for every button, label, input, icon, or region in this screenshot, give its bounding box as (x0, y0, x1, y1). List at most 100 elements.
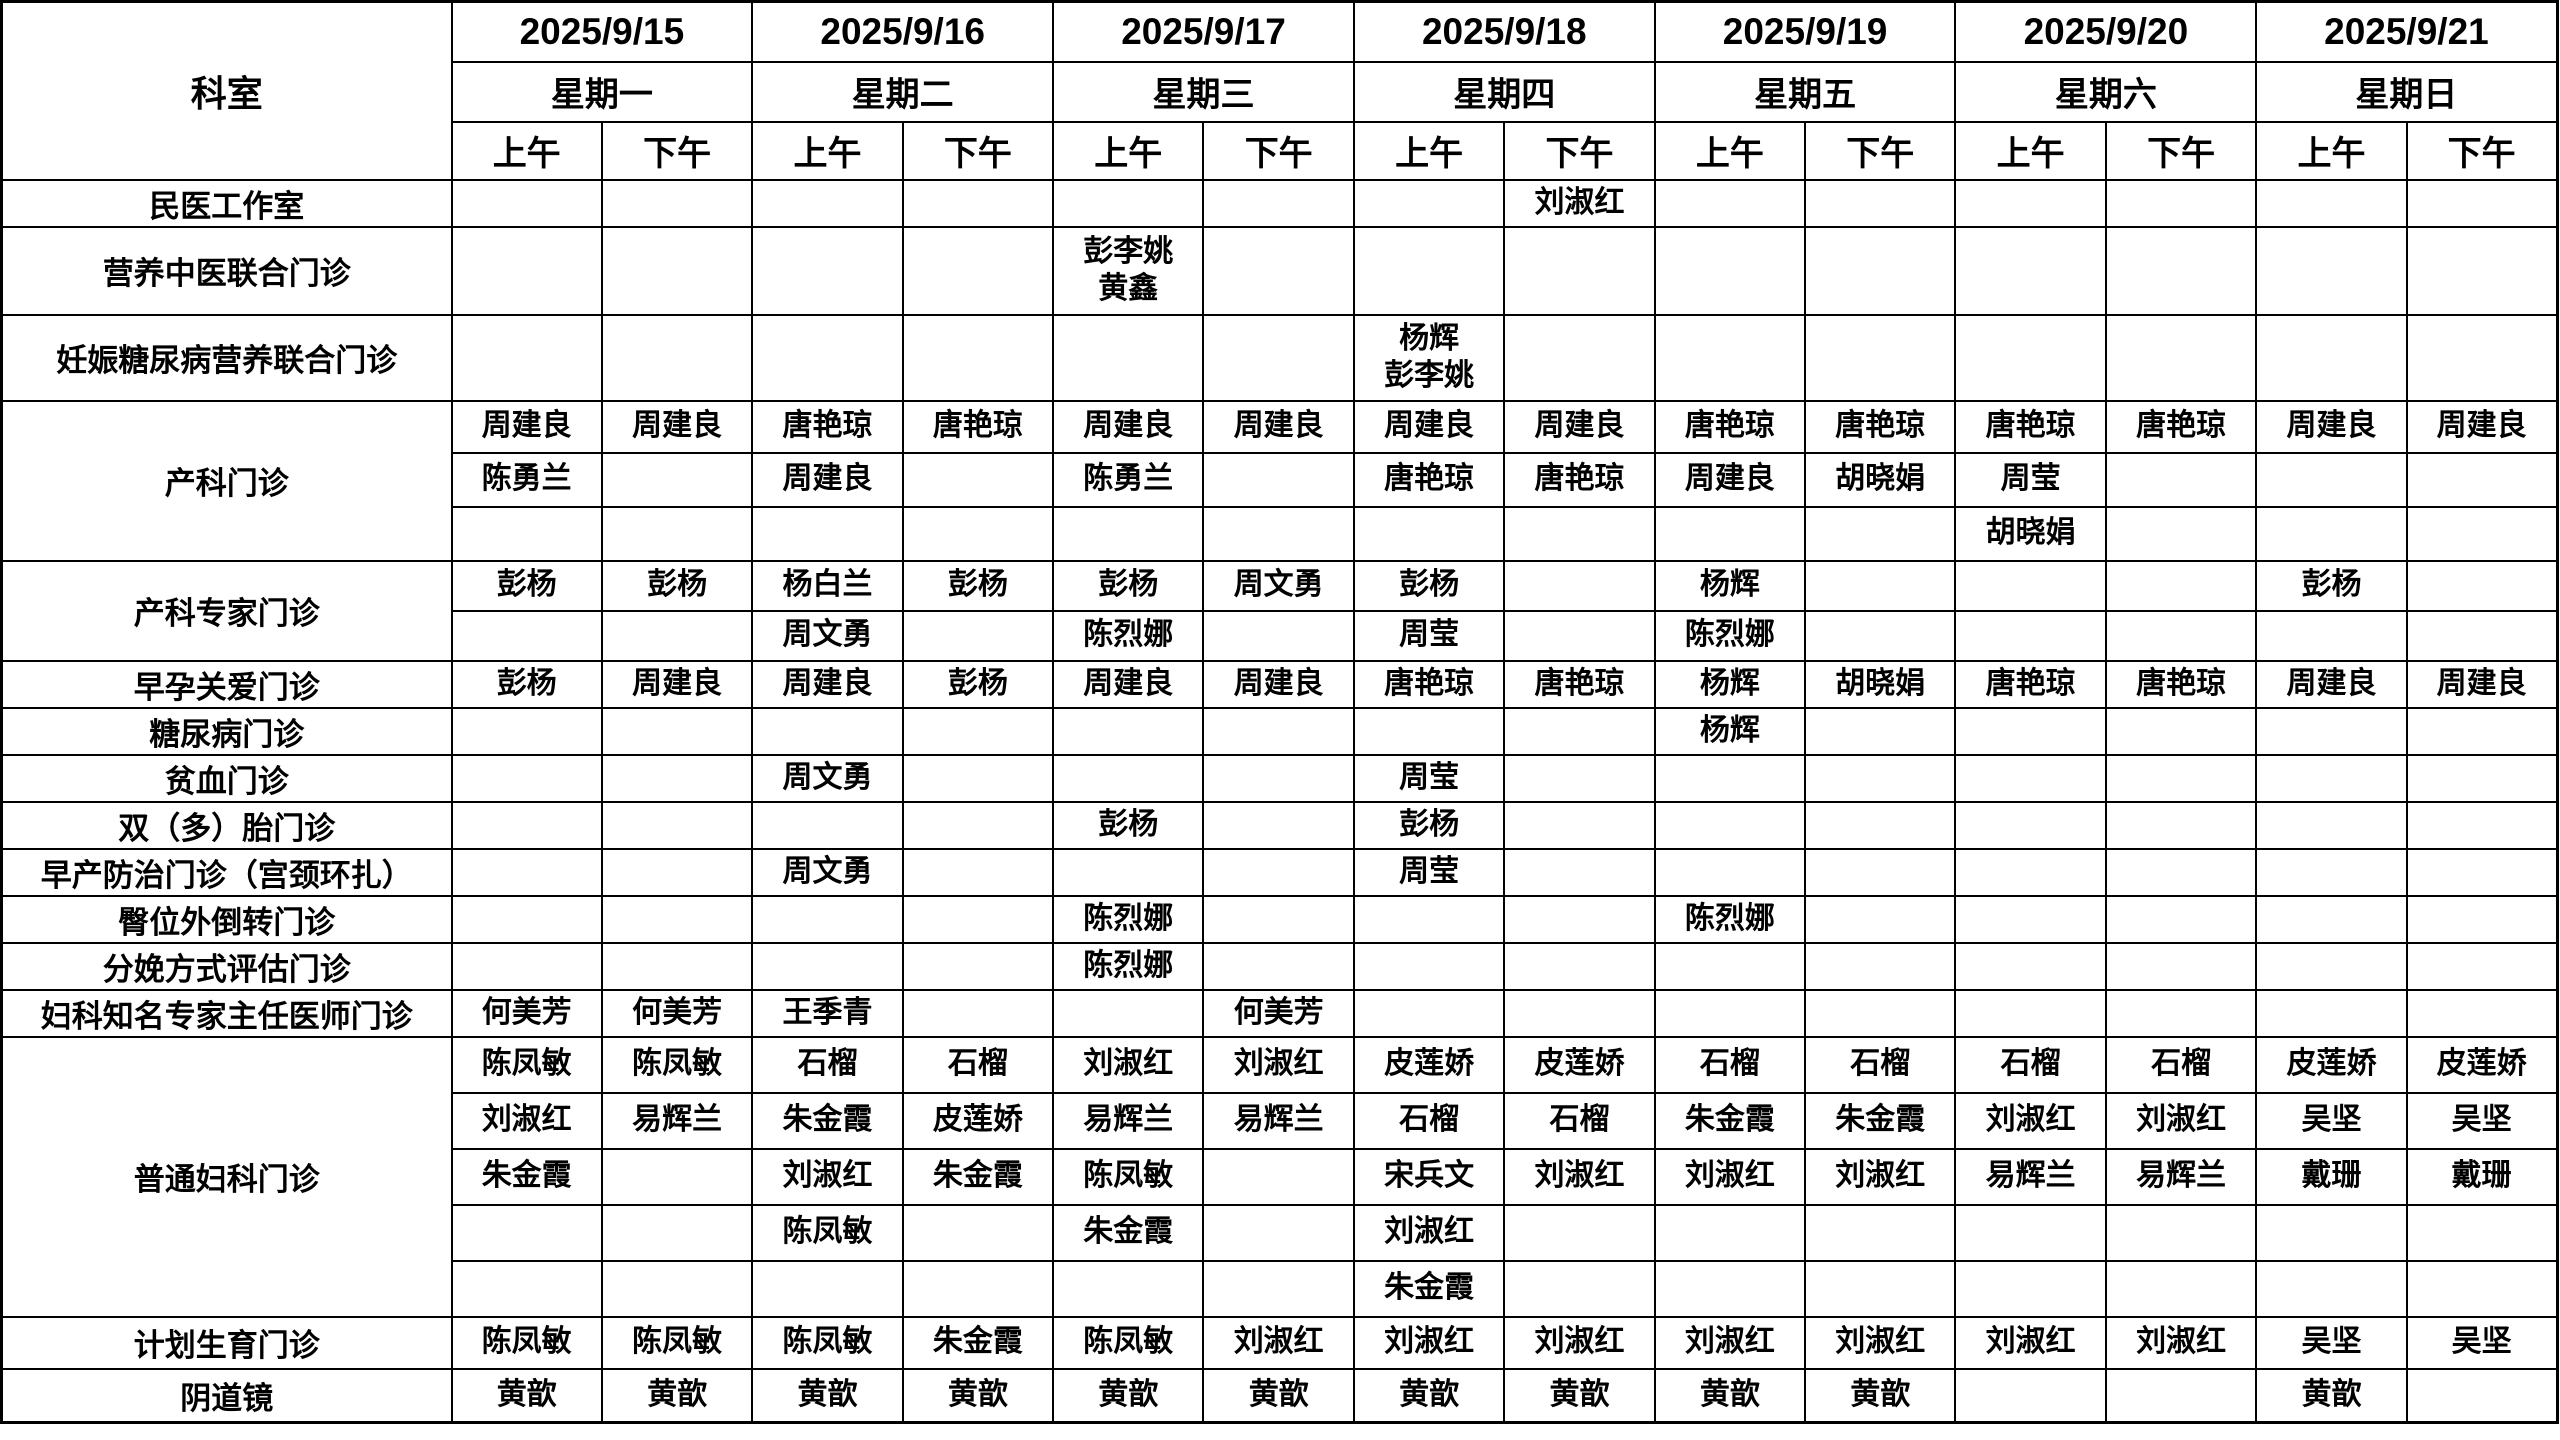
department-label: 民医工作室 (0, 178, 453, 228)
schedule-cell: 陈凤敏 (600, 1035, 754, 1094)
schedule-cell (600, 1147, 754, 1206)
schedule-cell (1653, 988, 1807, 1038)
department-label: 产科专家门诊 (0, 559, 453, 662)
schedule-cell: 唐艳琼 (751, 399, 904, 454)
schedule-cell (2104, 1367, 2258, 1424)
schedule-cell (1052, 1259, 1205, 1318)
schedule-cell: 黄歆 (751, 1367, 904, 1424)
schedule-cell (2405, 559, 2559, 612)
schedule-cell (1202, 706, 1355, 756)
schedule-row: 妇科知名专家主任医师门诊 何美芳 何美芳 王季青 何美芳 (0, 988, 2559, 1038)
schedule-cell (2104, 1203, 2258, 1262)
schedule-cell (2255, 178, 2408, 228)
schedule-cell (450, 894, 603, 944)
schedule-cell: 易辉兰 (1954, 1147, 2107, 1206)
am-header: 上午 (450, 120, 603, 181)
date-header: 2025/9/16 (751, 0, 1055, 63)
schedule-cell: 刘淑红 (1954, 1091, 2107, 1150)
schedule-cell (600, 706, 754, 756)
schedule-cell: 彭杨 (1052, 800, 1205, 850)
pm-header: 下午 (1202, 120, 1355, 181)
schedule-cell: 陈凤敏 (1052, 1147, 1205, 1206)
pm-header: 下午 (2104, 120, 2258, 181)
schedule-cell: 易辉兰 (1052, 1091, 1205, 1150)
schedule-cell: 皮莲娇 (2405, 1035, 2559, 1094)
schedule-cell (1804, 313, 1957, 402)
date-header: 2025/9/15 (450, 0, 754, 63)
schedule-cell: 朱金霞 (450, 1147, 603, 1206)
schedule-cell: 朱金霞 (1653, 1091, 1807, 1150)
schedule-cell (751, 941, 904, 991)
schedule-row: 陈凤敏 朱金霞 刘淑红 (2, 1203, 2559, 1262)
schedule-cell (2104, 225, 2258, 316)
header-row-weekdays: 星期一 星期二 星期三 星期四 星期五 星期六 星期日 (2, 60, 2559, 123)
schedule-cell: 唐艳琼 (2104, 659, 2258, 709)
schedule-cell: 周建良 (2405, 399, 2559, 454)
schedule-cell (1954, 1367, 2107, 1424)
date-header: 2025/9/18 (1352, 0, 1656, 63)
schedule-cell: 皮莲娇 (1503, 1035, 1656, 1094)
schedule-cell (450, 1203, 603, 1262)
schedule-cell: 刘淑红 (1052, 1035, 1205, 1094)
schedule-row: 贫血门诊 周文勇 周莹 (0, 753, 2559, 803)
schedule-cell (600, 505, 754, 562)
schedule-row: 营养中医联合门诊 彭李姚 黄鑫 (0, 225, 2559, 316)
schedule-cell (1202, 1259, 1355, 1318)
schedule-cell (1052, 847, 1205, 897)
schedule-cell: 石榴 (1352, 1091, 1506, 1150)
schedule-cell (450, 753, 603, 803)
schedule-cell: 彭李姚 黄鑫 (1052, 225, 1205, 316)
schedule-cell (1052, 706, 1205, 756)
schedule-cell (1503, 753, 1656, 803)
schedule-cell (1804, 609, 1957, 662)
schedule-cell (2405, 451, 2559, 508)
schedule-cell: 刘淑红 (751, 1147, 904, 1206)
schedule-cell (1052, 178, 1205, 228)
schedule-cell: 唐艳琼 (1503, 659, 1656, 709)
department-label: 分娩方式评估门诊 (0, 941, 453, 991)
schedule-cell (1804, 706, 1957, 756)
schedule-cell: 胡晓娟 (1954, 505, 2107, 562)
schedule-cell: 彭杨 (2255, 559, 2408, 612)
schedule-cell: 唐艳琼 (1352, 659, 1506, 709)
schedule-cell (1954, 178, 2107, 228)
schedule-cell: 周莹 (1352, 753, 1506, 803)
schedule-cell (1052, 505, 1205, 562)
schedule-cell: 刘淑红 (1503, 1147, 1656, 1206)
schedule-row: 民医工作室 刘淑红 (0, 178, 2559, 228)
schedule-cell (1202, 505, 1355, 562)
schedule-cell: 石榴 (2104, 1035, 2258, 1094)
schedule-cell: 周建良 (1503, 399, 1656, 454)
schedule-cell (2255, 847, 2408, 897)
schedule-cell (1954, 753, 2107, 803)
header-row-ampm: 上午 下午 上午 下午 上午 下午 上午 下午 上午 下午 上午 下午 上午 下午 (2, 120, 2559, 181)
pm-header: 下午 (1804, 120, 1957, 181)
schedule-cell (1503, 988, 1656, 1038)
schedule-cell (2104, 941, 2258, 991)
schedule-cell (2104, 313, 2258, 402)
department-label: 普通妇科门诊 (0, 1035, 453, 1318)
schedule-cell (751, 706, 904, 756)
schedule-cell: 周文勇 (751, 847, 904, 897)
schedule-cell: 杨辉 (1653, 706, 1807, 756)
department-label: 妇科知名专家主任医师门诊 (0, 988, 453, 1038)
schedule-cell (450, 1259, 603, 1318)
schedule-cell (2255, 225, 2408, 316)
schedule-cell: 胡晓娟 (1804, 659, 1957, 709)
schedule-cell: 吴坚 (2255, 1091, 2408, 1150)
schedule-cell (450, 941, 603, 991)
schedule-cell (1653, 847, 1807, 897)
schedule-row: 双（多）胎门诊 彭杨 彭杨 (0, 800, 2559, 850)
schedule-cell: 周建良 (600, 399, 754, 454)
schedule-cell (1954, 706, 2107, 756)
schedule-cell: 陈勇兰 (1052, 451, 1205, 508)
schedule-cell (1202, 178, 1355, 228)
schedule-row: 刘淑红 易辉兰 朱金霞 皮莲娇 易辉兰 易辉兰 石榴 石榴 朱金霞 朱金霞 刘淑红 刘淑红 吴坚 吴坚 (2, 1091, 2559, 1150)
date-header: 2025/9/19 (1653, 0, 1957, 63)
schedule-cell (600, 753, 754, 803)
schedule-cell (2405, 753, 2559, 803)
am-header: 上午 (1653, 120, 1807, 181)
schedule-cell: 周建良 (600, 659, 754, 709)
schedule-cell: 杨辉 (1653, 659, 1807, 709)
